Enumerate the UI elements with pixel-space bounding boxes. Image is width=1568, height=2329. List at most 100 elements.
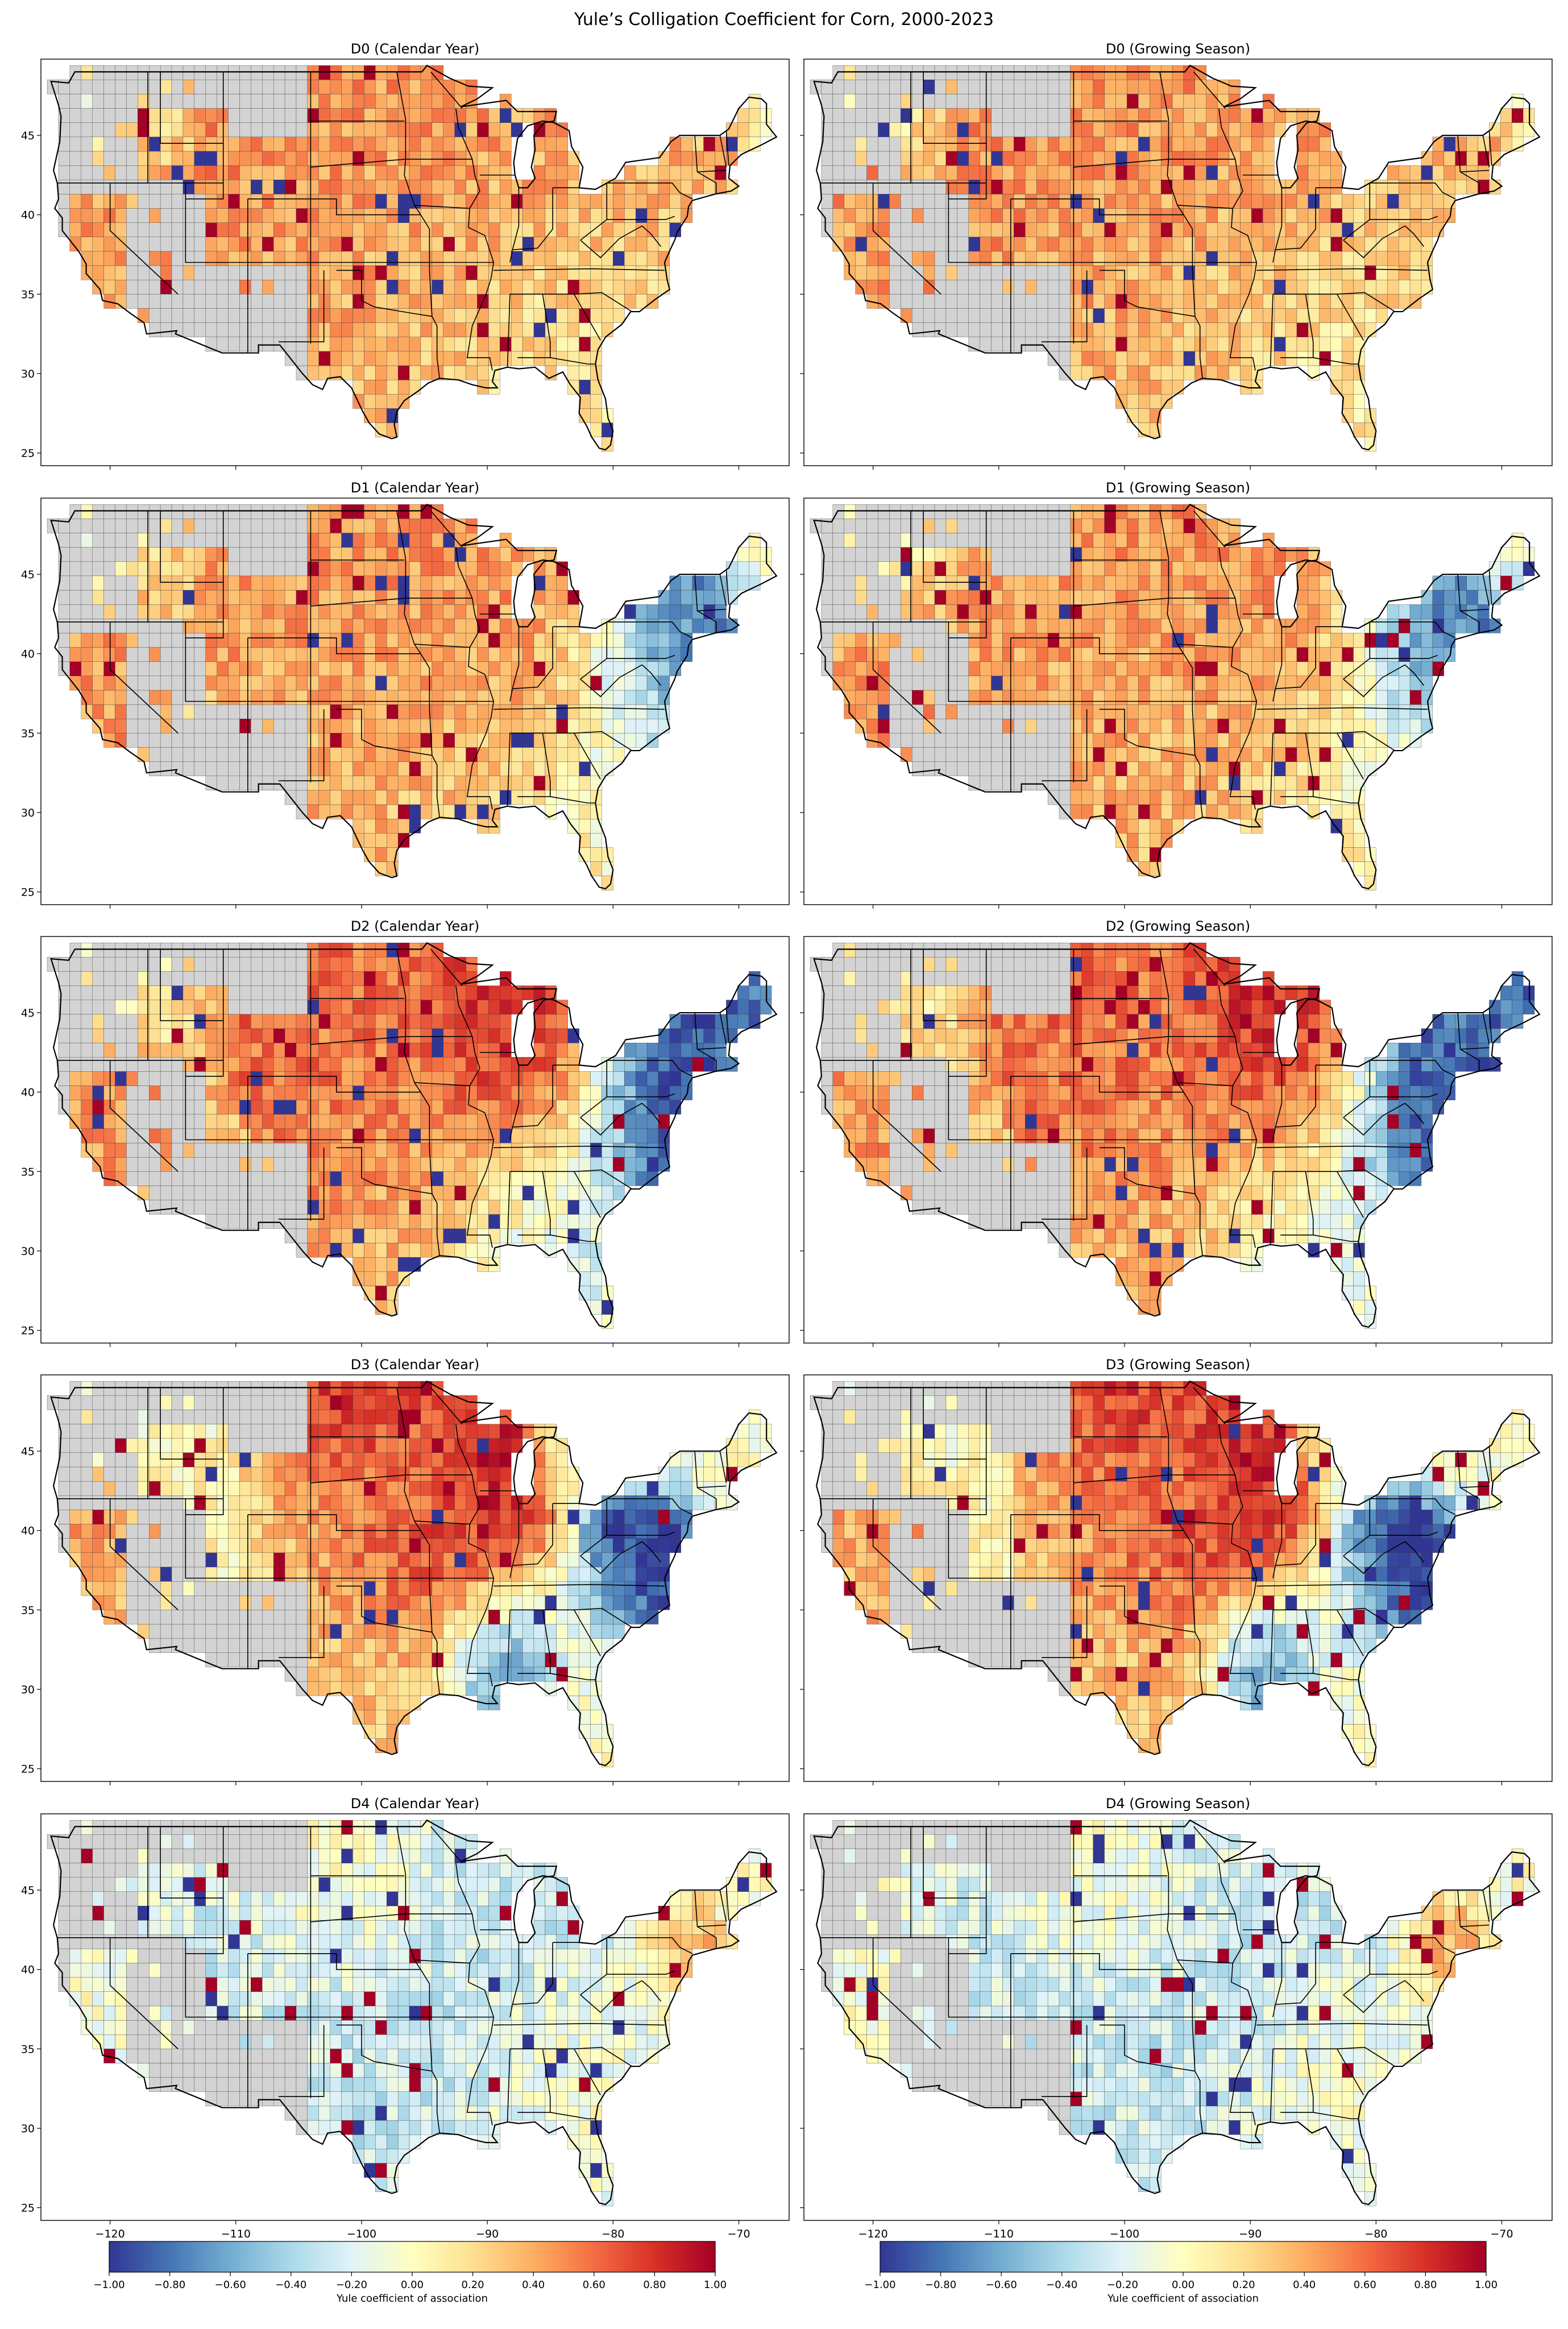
county-cell <box>194 122 206 138</box>
county-cell <box>923 561 935 577</box>
county-cell <box>92 504 104 519</box>
county-cell <box>991 647 1003 662</box>
county-cell <box>239 776 251 791</box>
county-cell <box>375 519 387 533</box>
county-cell <box>1421 222 1433 237</box>
county-cell <box>681 136 692 152</box>
county-cell <box>364 575 376 591</box>
county-cell <box>103 280 115 295</box>
county-cell <box>1036 747 1048 762</box>
county-cell <box>1104 365 1116 380</box>
county-cell <box>957 676 969 691</box>
county-cell <box>1059 337 1071 352</box>
county-cell <box>443 1157 455 1172</box>
county-cell <box>69 547 81 562</box>
county-cell <box>866 533 878 548</box>
county-cell <box>466 1242 478 1258</box>
county-cell <box>1194 804 1206 819</box>
county-cell <box>1104 547 1116 562</box>
county-cell <box>432 294 443 309</box>
county-cell <box>556 604 568 619</box>
county-cell <box>968 504 980 519</box>
state-boundary <box>1370 216 1438 220</box>
county-cell <box>1217 222 1229 237</box>
county-cell <box>945 519 958 533</box>
county-cell <box>1160 504 1173 519</box>
county-cell <box>352 1257 364 1272</box>
county-cell <box>602 265 613 280</box>
county-cell <box>1036 519 1048 533</box>
county-cell <box>1115 80 1127 94</box>
county-cell <box>296 65 308 80</box>
county-cell <box>934 194 947 209</box>
county-cell <box>466 1171 478 1186</box>
county-cell <box>409 504 421 519</box>
county-cell <box>991 604 1003 619</box>
county-cell <box>1330 676 1342 691</box>
county-cell <box>1308 322 1320 337</box>
county-cell <box>957 547 969 562</box>
county-cell <box>1138 819 1150 834</box>
county-cell <box>567 1114 579 1129</box>
county-cell <box>1059 676 1071 691</box>
county-cell <box>205 619 217 633</box>
county-cell <box>1104 761 1116 776</box>
county-cell <box>923 761 935 776</box>
county-cell <box>1455 136 1467 152</box>
county-cell <box>1263 690 1275 705</box>
county-cell <box>1183 122 1196 138</box>
county-cell <box>330 308 342 323</box>
county-cell <box>307 704 319 719</box>
county-cell <box>567 351 579 366</box>
county-cell <box>522 337 534 352</box>
county-cell <box>533 237 546 252</box>
county-cell <box>556 136 568 152</box>
county-cell <box>262 661 274 676</box>
county-cell <box>443 151 455 166</box>
county-cell <box>1093 790 1105 805</box>
county-cell <box>579 1200 591 1215</box>
county-cell <box>500 590 512 605</box>
county-cell <box>567 619 579 633</box>
county-cell <box>1059 251 1071 266</box>
county-cell <box>1263 151 1275 166</box>
county-cell <box>171 1085 184 1100</box>
county-cell <box>1285 194 1297 209</box>
county-cell <box>228 504 240 519</box>
county-cell <box>1364 308 1376 323</box>
county-cell <box>488 647 500 662</box>
county-cell <box>1138 308 1150 323</box>
county-cell <box>1059 351 1071 366</box>
county-cell <box>567 1128 579 1143</box>
county-cell <box>957 661 969 676</box>
county-cell <box>1342 365 1354 380</box>
county-cell <box>957 94 969 109</box>
county-cell <box>138 265 150 280</box>
county-cell <box>1081 747 1093 762</box>
county-cell <box>855 504 867 519</box>
county-cell <box>126 294 138 309</box>
county-cell <box>1047 337 1060 352</box>
county-cell <box>454 151 466 166</box>
county-cell <box>545 1142 557 1158</box>
county-cell <box>1047 704 1060 719</box>
county-cell <box>1127 676 1139 691</box>
county-cell <box>318 776 330 791</box>
county-cell <box>409 704 421 719</box>
county-cell <box>352 322 364 337</box>
county-cell <box>160 647 172 662</box>
county-cell <box>1104 533 1116 548</box>
county-cell <box>352 180 364 194</box>
county-cell <box>273 519 285 533</box>
county-cell <box>420 108 433 123</box>
county-cell <box>466 1186 478 1200</box>
county-cell <box>182 533 195 548</box>
county-cell <box>889 561 901 577</box>
county-cell <box>330 322 342 337</box>
county-cell <box>318 790 330 805</box>
county-cell <box>296 676 308 691</box>
county-cell <box>1014 547 1026 562</box>
county-cell <box>590 1271 602 1286</box>
county-cell <box>1104 208 1116 223</box>
county-cell <box>1093 676 1105 691</box>
